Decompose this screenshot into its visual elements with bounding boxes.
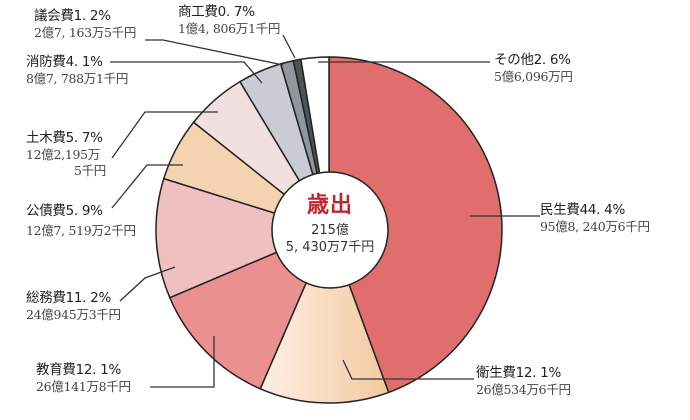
label-sonota: その他2. 6% 5億6,096万円 (494, 52, 573, 85)
label-doboku-amount-line1: 12億2,195万 (26, 146, 100, 162)
pie-slice-1 (259, 229, 390, 404)
pie-slice-0 (328, 56, 503, 394)
center-total-line1: 215億 (311, 223, 349, 238)
label-gikai-amount: 2億7, 163万5千円 (34, 24, 137, 40)
label-shoukou: 商工費0. 7% 1億4, 806万1千円 (178, 4, 280, 37)
label-sonota-name: その他2. 6% (494, 52, 571, 68)
leader-kousai (111, 164, 183, 209)
center-title: 歳出 (306, 193, 353, 218)
leader-soumu (119, 266, 176, 302)
center-total-line2: 5, 430万7千円 (285, 240, 375, 255)
label-minsei-name: 民生費44. 4% (540, 202, 625, 218)
label-soumu-name: 総務費11. 2% (26, 290, 111, 306)
label-gikai-name: 議会費1. 2% (34, 8, 111, 24)
label-doboku-name: 土木費5. 7% (26, 130, 103, 146)
label-shoukou-amount: 1億4, 806万1千円 (178, 20, 281, 36)
label-shoubou-amount: 8億7, 788万1千円 (26, 70, 129, 86)
label-soumu-amount: 24億945万3千円 (26, 306, 121, 322)
label-eisei: 衛生費12. 1% 26億534万6千円 (476, 365, 571, 398)
label-doboku-amount-line2: 5千円 (73, 162, 106, 178)
label-doboku: 土木費5. 7% 12億2,195万 5千円 (26, 130, 106, 178)
label-shoubou-name: 消防費4. 1% (26, 54, 103, 70)
label-kyouiku-amount: 26億141万8千円 (36, 378, 131, 394)
label-kyouiku: 教育費12. 1% 26億141万8千円 (36, 362, 131, 395)
leader-shoukou (282, 34, 296, 59)
leader-kyouiku (150, 336, 215, 388)
label-minsei-amount: 95億8, 240万6千円 (540, 218, 650, 234)
label-kousai-amount: 12億7, 519万2千円 (26, 222, 136, 238)
center-circle (271, 171, 389, 289)
label-kousai-name: 公債費5. 9% (26, 203, 103, 219)
leader-doboku (111, 111, 218, 159)
label-shoubou: 消防費4. 1% 8億7, 788万1千円 (26, 54, 128, 87)
pie-slice-3 (155, 177, 330, 299)
label-kyouiku-name: 教育費12. 1% (36, 362, 121, 378)
label-gikai: 議会費1. 2% 2億7, 163万5千円 (34, 8, 136, 41)
label-eisei-amount: 26億534万6千円 (476, 381, 571, 397)
leader-lines (110, 34, 540, 388)
leader-eisei (342, 359, 474, 380)
center-label: 歳出 215億 5, 430万7千円 (272, 192, 388, 256)
leader-shoubou (110, 61, 263, 84)
label-shoukou-name: 商工費0. 7% (178, 4, 255, 20)
label-eisei-name: 衛生費12. 1% (476, 365, 561, 381)
label-soumu: 総務費11. 2% 24億945万3千円 (26, 290, 121, 323)
label-sonota-amount: 5億6,096万円 (494, 68, 573, 84)
label-kousai: 公債費5. 9% 12億7, 519万2千円 (26, 203, 136, 239)
leader-gikai (145, 39, 284, 66)
label-minsei: 民生費44. 4% 95億8, 240万6千円 (540, 202, 650, 235)
